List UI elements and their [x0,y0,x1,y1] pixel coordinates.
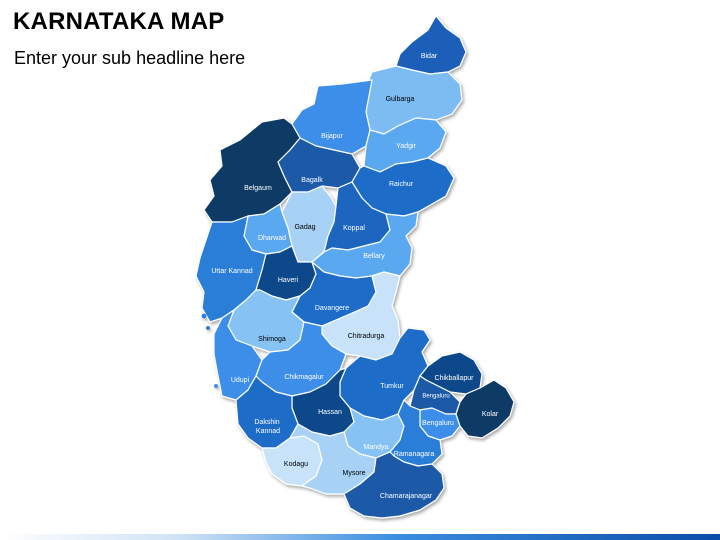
label-davangere: Davangere [315,305,349,312]
page-subtitle: Enter your sub headline here [14,48,246,68]
label-bijapur: Bijapur [321,133,343,140]
label-dakshin-kannad-line-2: Kannad [256,428,280,435]
label-udupi: Udupi [231,377,250,384]
label-kolar: Kolar [482,411,499,418]
district-ramanagara[interactable] [389,399,443,467]
district-bagalkot[interactable] [277,137,361,193]
district-dakshin-kannad[interactable] [235,375,299,449]
page-title: KARNATAKA MAP [13,8,225,35]
label-mandya: Mandya [364,444,389,451]
label-chikballapur: Chikballapur [435,375,475,382]
district-kolar[interactable] [455,379,515,439]
label-dharwad: Dharwad [258,235,286,242]
label-hassan: Hassan [318,409,342,416]
label-ramanagara: Ramanagara [394,451,435,458]
label-chitradurga: Chitradurga [348,333,385,340]
label-tumkur: Tumkur [380,383,404,390]
district-labels: Bidar Gulbarga Bijapur Yadgir Belgaum Ba… [211,53,498,500]
label-haveri: Haveri [278,277,299,284]
footer-gradient-bar [0,534,720,540]
label-uttar-kannad: Uttar Kannad [211,268,252,275]
label-chamarajanagar: Chamarajanagar [380,493,433,500]
island-dot [201,313,207,319]
label-belgaum: Belgaum [244,185,272,192]
label-bengaluru: Bengaluru [422,420,454,427]
label-gulbarga: Gulbarga [386,96,415,103]
label-dakshin-kannad-line-1: Dakshin [254,419,279,426]
label-bengaluru-rural: Bengaluru [422,394,449,400]
label-shimoga: Shimoga [258,336,286,343]
label-dakshin-kannad: Dakshin Kannad [254,419,281,435]
label-raichur: Raichur [389,181,414,188]
label-chikmagalur: Chikmagalur [284,374,324,381]
label-gadag: Gadag [294,224,315,231]
label-bagalkot: Bagalk [301,177,323,184]
district-chamarajanagar[interactable] [343,451,445,519]
label-bellary: Bellary [363,253,385,260]
district-bidar[interactable] [395,15,467,75]
island-dot [206,326,210,330]
label-bidar: Bidar [421,53,438,60]
label-mysore: Mysore [343,470,366,477]
island-dot [214,384,218,388]
label-kodagu: Kodagu [284,461,308,468]
label-yadgir: Yadgir [396,143,416,150]
label-koppal: Koppal [343,225,365,232]
